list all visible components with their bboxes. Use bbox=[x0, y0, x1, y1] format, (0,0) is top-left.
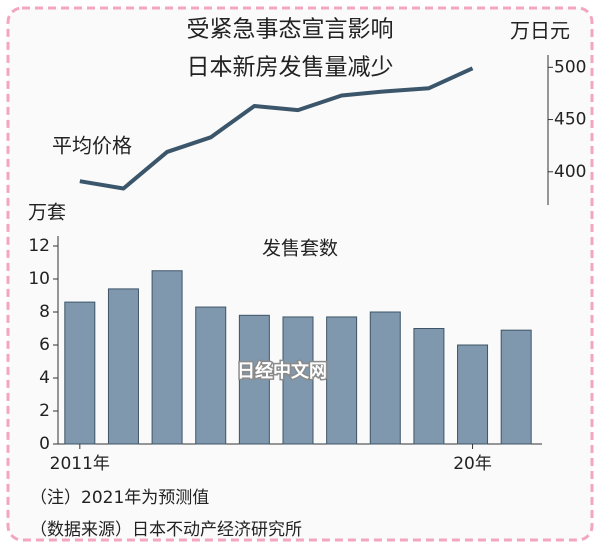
title-line: 日本新房发售量减少 bbox=[187, 55, 394, 81]
bar bbox=[326, 316, 358, 445]
x-tick-label: 2011年 bbox=[50, 454, 110, 474]
bar bbox=[195, 306, 227, 445]
note: （数据来源）日本不动产经济研究所 bbox=[30, 520, 302, 540]
y2-tick-label: 400 bbox=[554, 162, 586, 182]
note: （注）2021年为预测值 bbox=[30, 488, 209, 508]
line-label: 平均价格 bbox=[52, 134, 132, 158]
content: 受紧急事态宣言影响 日本新房发售量减少 万日元 平均价格 万套 发售套数 （注）… bbox=[28, 17, 586, 540]
y2-tick-label: 450 bbox=[554, 110, 586, 130]
title-line: 受紧急事态宣言影响 bbox=[187, 17, 394, 43]
bar-title: 发售套数 bbox=[262, 238, 338, 260]
y-tick-label: 12 bbox=[28, 236, 50, 256]
watermark: 日经中文网 bbox=[237, 360, 327, 382]
bar-axis-title: 万套 bbox=[28, 202, 66, 224]
price-line bbox=[79, 66, 474, 191]
y-tick-label: 2 bbox=[39, 401, 50, 421]
bar bbox=[151, 270, 183, 445]
bar bbox=[64, 301, 96, 445]
bar bbox=[369, 311, 401, 445]
y-tick-label: 6 bbox=[39, 335, 50, 355]
bar bbox=[107, 288, 139, 445]
y-tick-label: 8 bbox=[39, 302, 50, 322]
y-tick-label: 0 bbox=[39, 434, 50, 454]
y-tick-label: 4 bbox=[39, 368, 50, 388]
bar bbox=[500, 329, 532, 445]
y2-tick-label: 500 bbox=[554, 57, 586, 77]
line-axis-title: 万日元 bbox=[510, 19, 570, 43]
bar bbox=[457, 344, 489, 445]
bar bbox=[413, 328, 445, 445]
bar bbox=[282, 316, 314, 445]
bar bbox=[238, 314, 270, 445]
x-tick-label: 20年 bbox=[453, 454, 492, 474]
y-tick-label: 10 bbox=[28, 269, 50, 289]
